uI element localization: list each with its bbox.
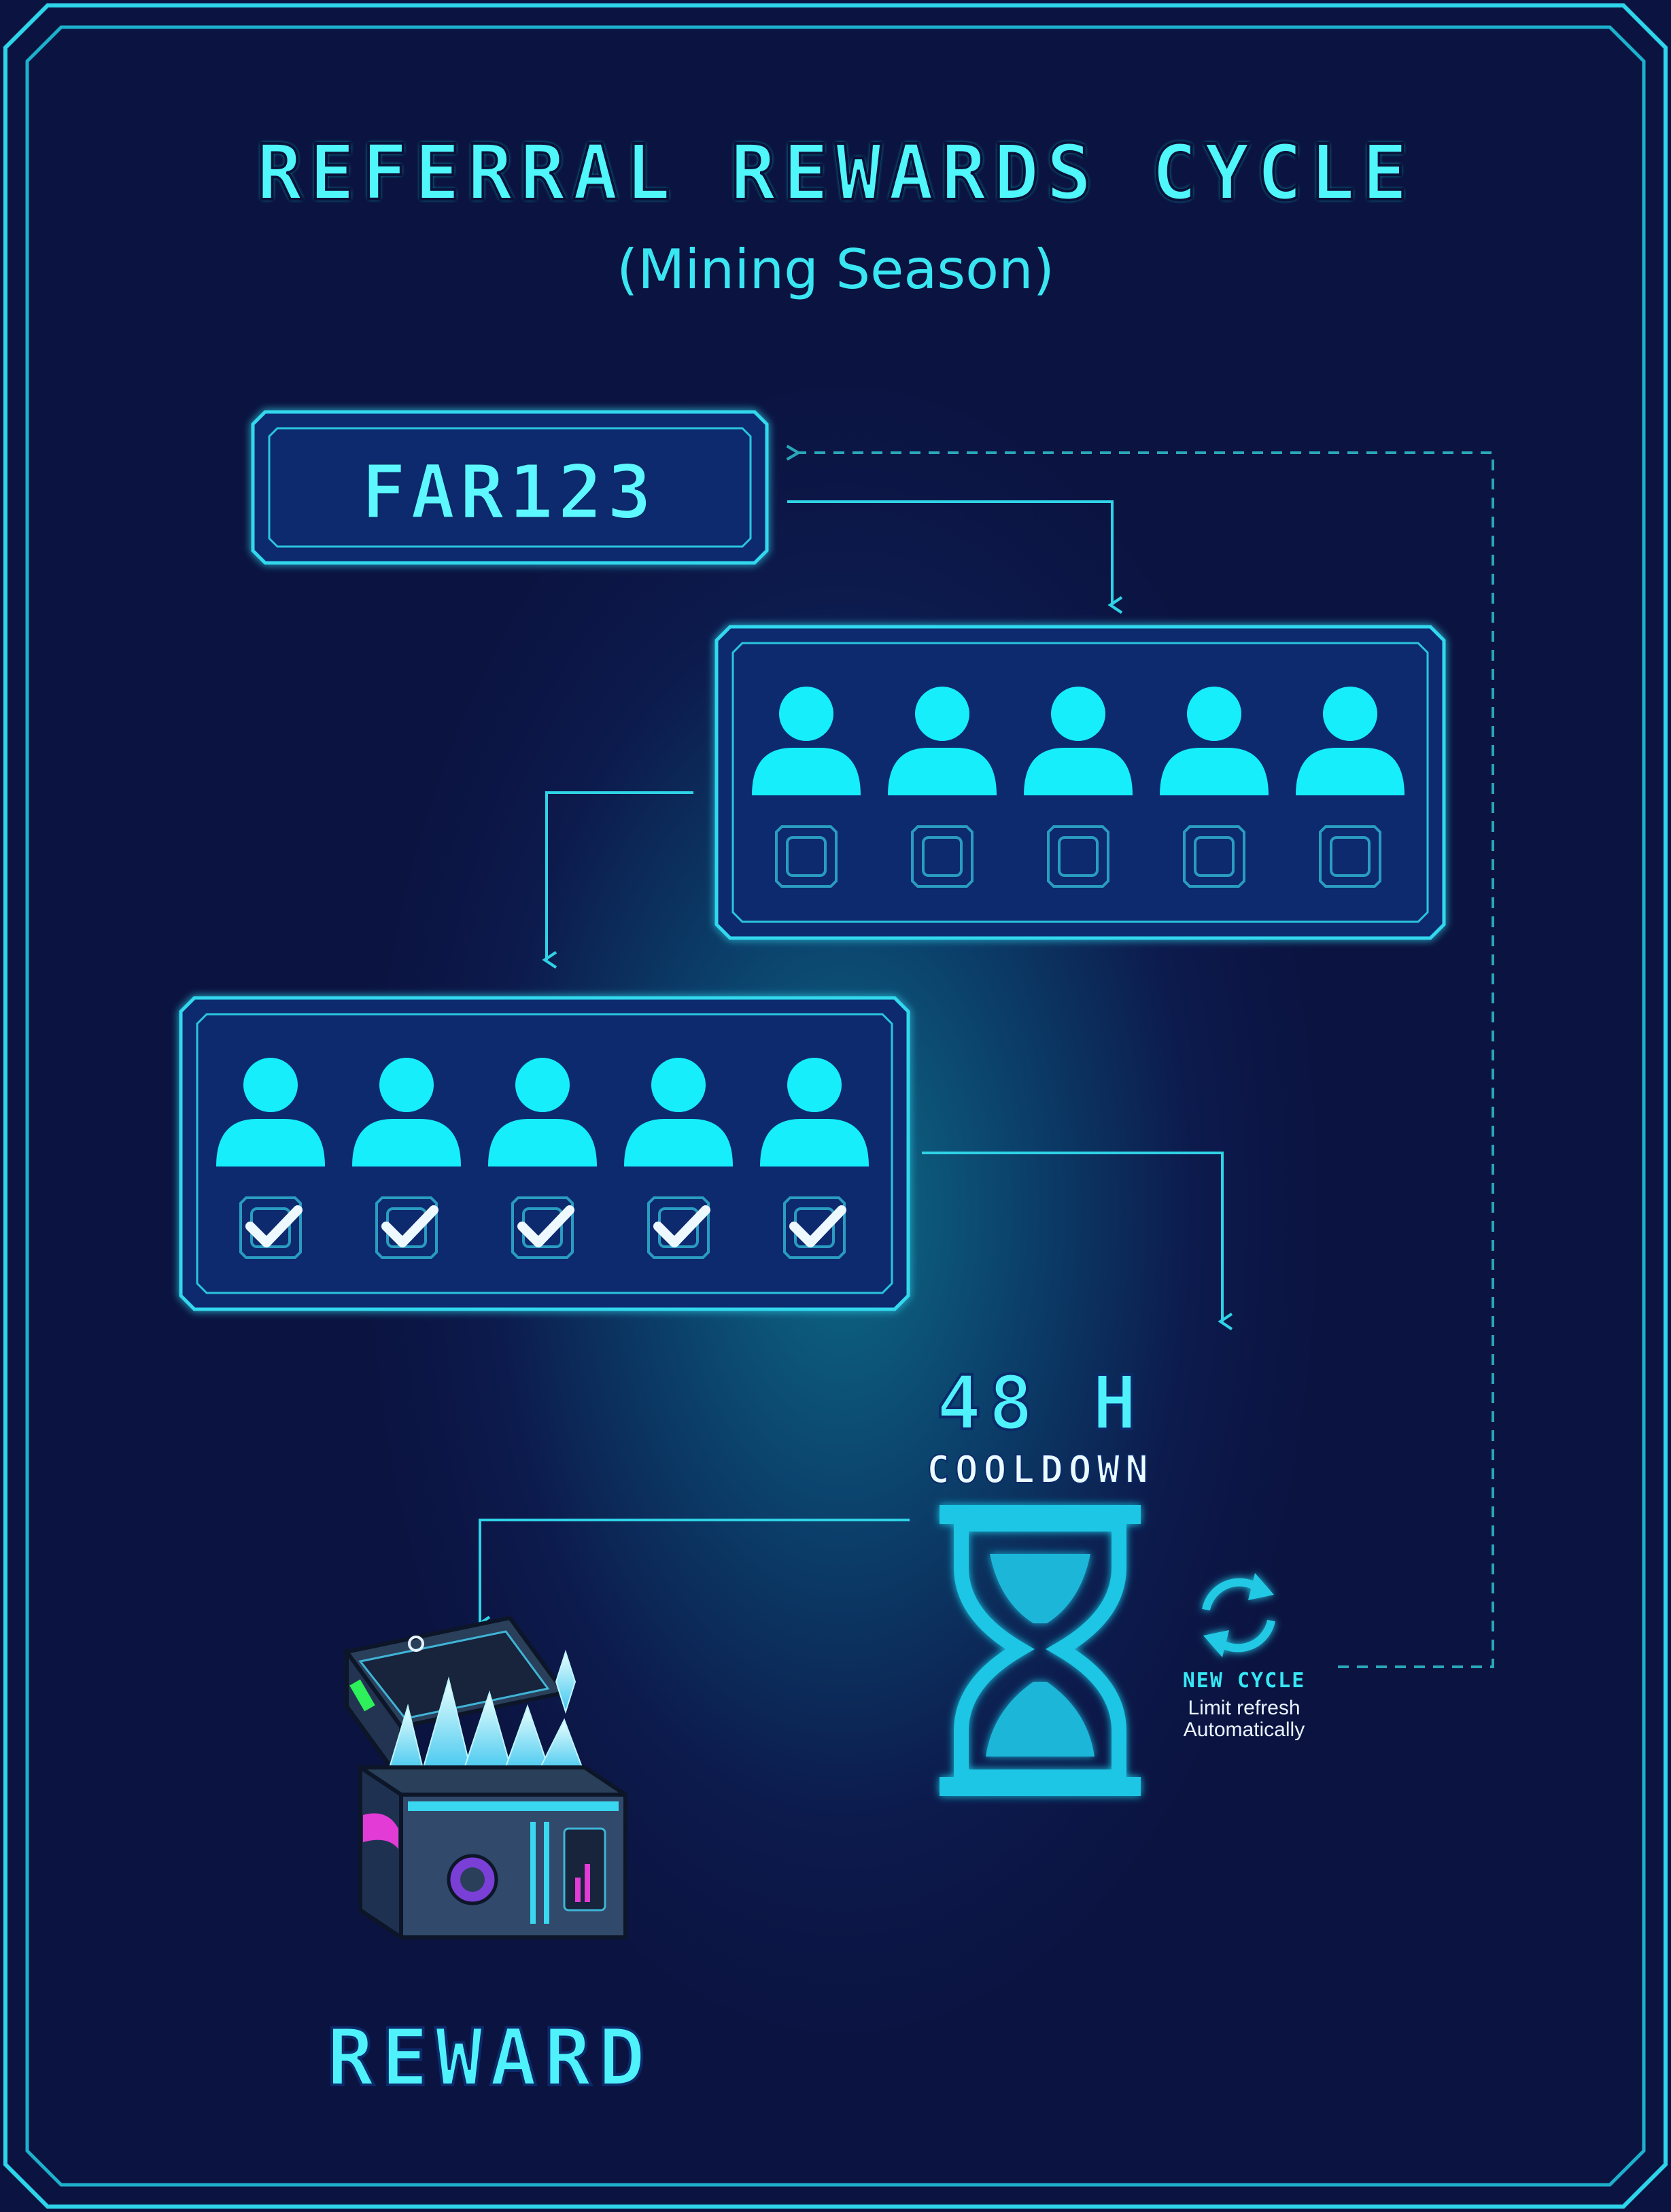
connector-pending-to-completed bbox=[542, 791, 693, 969]
referral-code-text: FAR123 bbox=[360, 448, 656, 537]
inner-frame-border bbox=[25, 25, 1646, 2187]
refresh-icon bbox=[1202, 1573, 1275, 1657]
connector-code-to-pending bbox=[787, 500, 1123, 614]
user-icon bbox=[752, 687, 861, 795]
hourglass-icon bbox=[940, 1505, 1141, 1796]
new-cycle-line-2: Automatically bbox=[1183, 1718, 1305, 1741]
completed-user-row bbox=[216, 1058, 869, 1259]
new-cycle-title: NEW CYCLE bbox=[1182, 1669, 1306, 1693]
new-cycle-line-1: Limit refresh bbox=[1188, 1697, 1300, 1719]
user-icon bbox=[1024, 687, 1133, 795]
user-icon bbox=[624, 1058, 733, 1167]
empty-checkbox-icon bbox=[1047, 825, 1109, 888]
checked-checkbox-icon bbox=[239, 1196, 303, 1259]
checked-checkbox-icon bbox=[647, 1196, 710, 1259]
connector-completed-to-cooldown bbox=[922, 1152, 1233, 1330]
outer-frame-border bbox=[3, 3, 1668, 2209]
user-icon bbox=[352, 1058, 461, 1167]
empty-checkbox-icon bbox=[911, 825, 974, 888]
user-icon bbox=[1296, 687, 1405, 795]
empty-checkbox-icon bbox=[1319, 825, 1381, 888]
user-icon bbox=[216, 1058, 325, 1167]
user-icon bbox=[488, 1058, 597, 1167]
connector-cooldown-to-reward bbox=[475, 1519, 910, 1634]
diagram-title: REFERRAL REWARDS CYCLE bbox=[255, 128, 1415, 219]
checked-checkbox-icon bbox=[375, 1196, 438, 1259]
reward-label: REWARD bbox=[325, 2011, 653, 2105]
user-icon bbox=[1160, 687, 1269, 795]
treasure-chest-icon bbox=[343, 1615, 627, 1941]
cooldown-hours: 48 H bbox=[935, 1358, 1144, 1448]
user-icon bbox=[760, 1058, 869, 1167]
user-icon bbox=[888, 687, 997, 795]
pending-user-row bbox=[752, 687, 1405, 888]
checked-checkbox-icon bbox=[783, 1196, 846, 1259]
connector-new-cycle-loop bbox=[786, 445, 1494, 1668]
empty-checkbox-icon bbox=[775, 825, 838, 888]
checked-checkbox-icon bbox=[511, 1196, 574, 1259]
referral-code-box bbox=[251, 410, 769, 565]
cooldown-label: COOLDOWN bbox=[926, 1447, 1154, 1493]
empty-checkbox-icon bbox=[1183, 825, 1245, 888]
diagram-subtitle: (Mining Season) bbox=[617, 238, 1054, 301]
